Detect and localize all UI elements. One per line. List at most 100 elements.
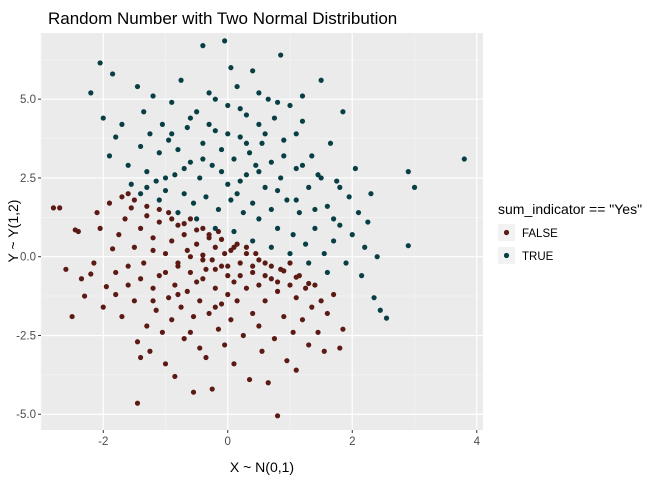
data-point bbox=[302, 241, 309, 247]
data-point bbox=[172, 282, 178, 288]
data-point bbox=[141, 260, 147, 266]
data-point bbox=[206, 90, 212, 96]
legend-items: FALSE TRUE bbox=[498, 224, 558, 264]
data-point bbox=[144, 213, 150, 219]
data-point bbox=[181, 336, 187, 342]
data-point bbox=[362, 244, 368, 250]
data-point bbox=[250, 238, 256, 244]
data-point bbox=[116, 232, 122, 238]
data-point bbox=[131, 298, 137, 304]
data-point bbox=[231, 228, 237, 235]
data-point bbox=[256, 121, 262, 127]
data-point bbox=[203, 266, 209, 272]
data-point bbox=[222, 342, 228, 348]
data-point bbox=[156, 150, 162, 156]
data-point bbox=[315, 329, 321, 335]
data-point bbox=[200, 140, 206, 146]
data-point bbox=[113, 291, 119, 298]
data-point bbox=[144, 203, 150, 209]
data-point bbox=[100, 115, 106, 121]
data-point bbox=[100, 304, 106, 310]
data-point bbox=[312, 225, 318, 231]
data-point bbox=[218, 263, 225, 269]
data-point bbox=[175, 260, 181, 266]
data-point bbox=[237, 260, 243, 266]
data-point bbox=[153, 307, 159, 313]
data-point bbox=[222, 38, 228, 44]
legend: sum_indicator == "Yes" FALSE TRUE bbox=[498, 201, 642, 264]
data-point bbox=[178, 304, 184, 310]
data-point bbox=[262, 131, 268, 137]
data-point bbox=[405, 169, 411, 175]
plot-panel bbox=[41, 33, 483, 430]
data-point bbox=[212, 225, 218, 231]
data-point bbox=[106, 153, 113, 159]
data-point bbox=[262, 184, 268, 190]
data-point bbox=[159, 121, 165, 127]
data-point bbox=[228, 65, 234, 71]
data-point bbox=[265, 96, 271, 102]
data-point bbox=[162, 269, 169, 276]
data-point bbox=[128, 181, 134, 187]
data-point bbox=[271, 336, 278, 342]
legend-key-point bbox=[503, 229, 510, 236]
data-point bbox=[128, 205, 134, 211]
data-point bbox=[184, 288, 190, 294]
data-point bbox=[268, 276, 274, 282]
data-point bbox=[256, 90, 262, 96]
data-point bbox=[212, 96, 218, 102]
data-point bbox=[281, 153, 287, 159]
data-point bbox=[225, 102, 231, 109]
data-point bbox=[330, 238, 337, 244]
data-point bbox=[125, 191, 131, 197]
data-point bbox=[262, 273, 268, 279]
data-point bbox=[237, 273, 243, 279]
data-point bbox=[274, 187, 281, 194]
data-point bbox=[278, 175, 284, 181]
data-point bbox=[187, 115, 194, 121]
data-point bbox=[349, 232, 355, 238]
series-false bbox=[50, 191, 346, 419]
data-point bbox=[324, 310, 330, 317]
data-point bbox=[268, 263, 274, 269]
data-point bbox=[169, 238, 175, 244]
data-point bbox=[274, 413, 281, 419]
y-axis-ticks: -5.0 -2.5 0.0 2.5 5.0 bbox=[16, 94, 41, 421]
data-point bbox=[194, 241, 200, 247]
data-point bbox=[169, 216, 175, 222]
data-point bbox=[190, 313, 197, 320]
data-point bbox=[225, 291, 231, 298]
data-point bbox=[253, 162, 259, 168]
data-point bbox=[215, 206, 222, 213]
data-point bbox=[383, 315, 390, 321]
data-point bbox=[337, 184, 343, 190]
data-point bbox=[181, 232, 187, 238]
data-point bbox=[156, 206, 162, 213]
legend-title: sum_indicator == "Yes" bbox=[498, 201, 642, 217]
data-point bbox=[365, 219, 371, 225]
data-point bbox=[250, 68, 256, 74]
data-point bbox=[190, 389, 197, 395]
data-point bbox=[200, 156, 206, 162]
y-tick-label: 2.5 bbox=[20, 173, 36, 185]
data-point bbox=[206, 121, 212, 127]
data-point bbox=[256, 282, 262, 288]
data-point bbox=[306, 184, 312, 190]
data-point bbox=[175, 146, 181, 153]
data-point bbox=[306, 342, 312, 348]
data-point bbox=[243, 172, 250, 178]
data-point bbox=[278, 52, 284, 58]
data-point bbox=[178, 77, 184, 83]
data-point bbox=[330, 291, 337, 298]
data-point bbox=[150, 247, 156, 254]
data-point bbox=[243, 285, 250, 291]
data-point bbox=[206, 310, 212, 317]
data-point bbox=[200, 257, 206, 263]
data-point bbox=[296, 209, 302, 216]
data-point bbox=[184, 247, 190, 254]
data-point bbox=[147, 131, 153, 137]
x-axis-ticks: -2 0 2 4 bbox=[98, 430, 481, 448]
data-point bbox=[212, 304, 218, 310]
data-point bbox=[134, 83, 141, 90]
